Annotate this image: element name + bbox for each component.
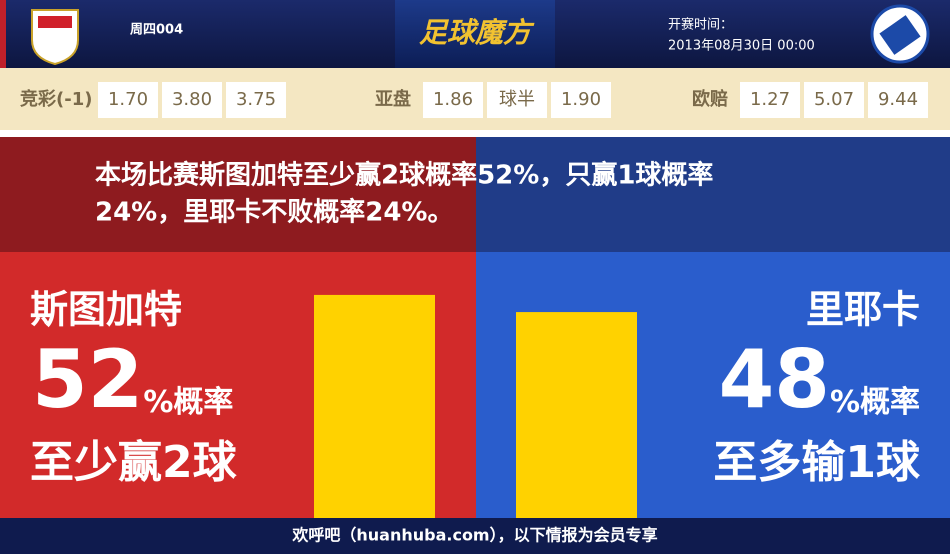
home-team: 斯图加特 [30,288,182,332]
home-outcome: 至少赢2球 [30,437,238,488]
odds-label: 竞彩(-1) [20,88,92,110]
odds-value: 3.80 [172,89,212,110]
summary-line: 本场比赛斯图加特至少赢2球概率52%，只赢1球概率 [95,160,713,191]
odds-box [98,82,158,118]
home-percent-line: 52%概率 [32,333,233,426]
odds-value: 1.86 [433,89,473,110]
summary-bg-left [0,137,476,252]
odds-box [740,82,800,118]
odds-value: 9.44 [878,89,918,110]
away-percent: 48 [719,333,830,426]
odds-box [804,82,864,118]
match-code: 周四004 [130,23,183,38]
summary-line: 24%，里耶卡不败概率24%。 [95,197,453,228]
away-team: 里耶卡 [806,288,920,332]
odds-box [868,82,928,118]
odds-box [162,82,222,118]
footer-bg [0,518,950,554]
brand: 足球魔方 [419,16,535,49]
home-percent: 52 [32,333,143,426]
away-logo-band [879,15,921,55]
odds-box [487,82,547,118]
brand-box [395,0,555,68]
odds-box [226,82,286,118]
odds-row: 竞彩(-1) 1.70 3.80 3.75 亚盘 1.86 球半 1.90 欧赔 1.27 5.07… [20,82,928,118]
odds-label: 欧赔 [692,88,728,110]
away-outcome: 至多输1球 [713,437,921,488]
odds-value: 5.07 [814,89,854,110]
home-logo-band [38,16,72,28]
odds-value: 1.27 [750,89,790,110]
odds-label: 亚盘 [375,88,411,110]
probability-bar [314,294,435,518]
away-percent-line: 48%概率 [719,333,920,426]
header-edge [0,0,6,68]
odds-box [423,82,483,118]
odds-value: 1.70 [108,89,148,110]
odds-box [551,82,611,118]
bars [314,294,637,518]
odds-value: 1.90 [561,89,601,110]
summary-bg-right [476,137,950,252]
gap [0,130,950,137]
match-time: 2013年08月30日 00:00 [668,39,815,54]
footer: 欢呼吧（huanhuba.com），以下情报为会员专享 [291,526,657,545]
probability-bar [516,312,637,518]
away-unit: %概率 [830,385,920,420]
home-unit: %概率 [143,385,233,420]
odds-value: 球半 [499,89,535,110]
odds-value: 3.75 [236,89,276,110]
time-label: 开赛时间： [668,17,733,33]
